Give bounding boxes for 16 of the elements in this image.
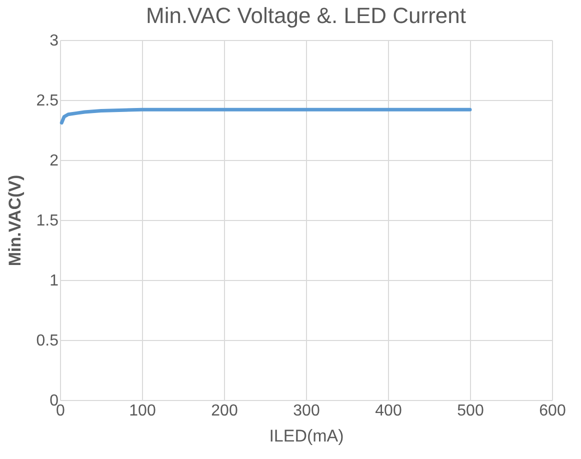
y-tick-label: 3 xyxy=(50,32,59,50)
y-tick-label: 2 xyxy=(50,152,59,170)
line-series xyxy=(60,108,472,125)
x-tick-label: 300 xyxy=(293,402,320,420)
y-tick-label: 0.5 xyxy=(36,332,59,350)
x-tick-label: 200 xyxy=(211,402,238,420)
chart-title: Min.VAC Voltage &. LED Current xyxy=(146,3,466,28)
y-axis-title: Min.VAC(V) xyxy=(5,174,24,266)
y-tick-label: 1.5 xyxy=(36,212,59,230)
y-tick-label: 1 xyxy=(50,272,59,290)
x-tick-label: 100 xyxy=(129,402,156,420)
x-axis-title: ILED(mA) xyxy=(269,426,344,446)
x-tick-label: 600 xyxy=(539,402,566,420)
y-tick-label: 2.5 xyxy=(36,92,59,110)
x-tick-label: 500 xyxy=(457,402,484,420)
x-tick-label: 400 xyxy=(375,402,402,420)
